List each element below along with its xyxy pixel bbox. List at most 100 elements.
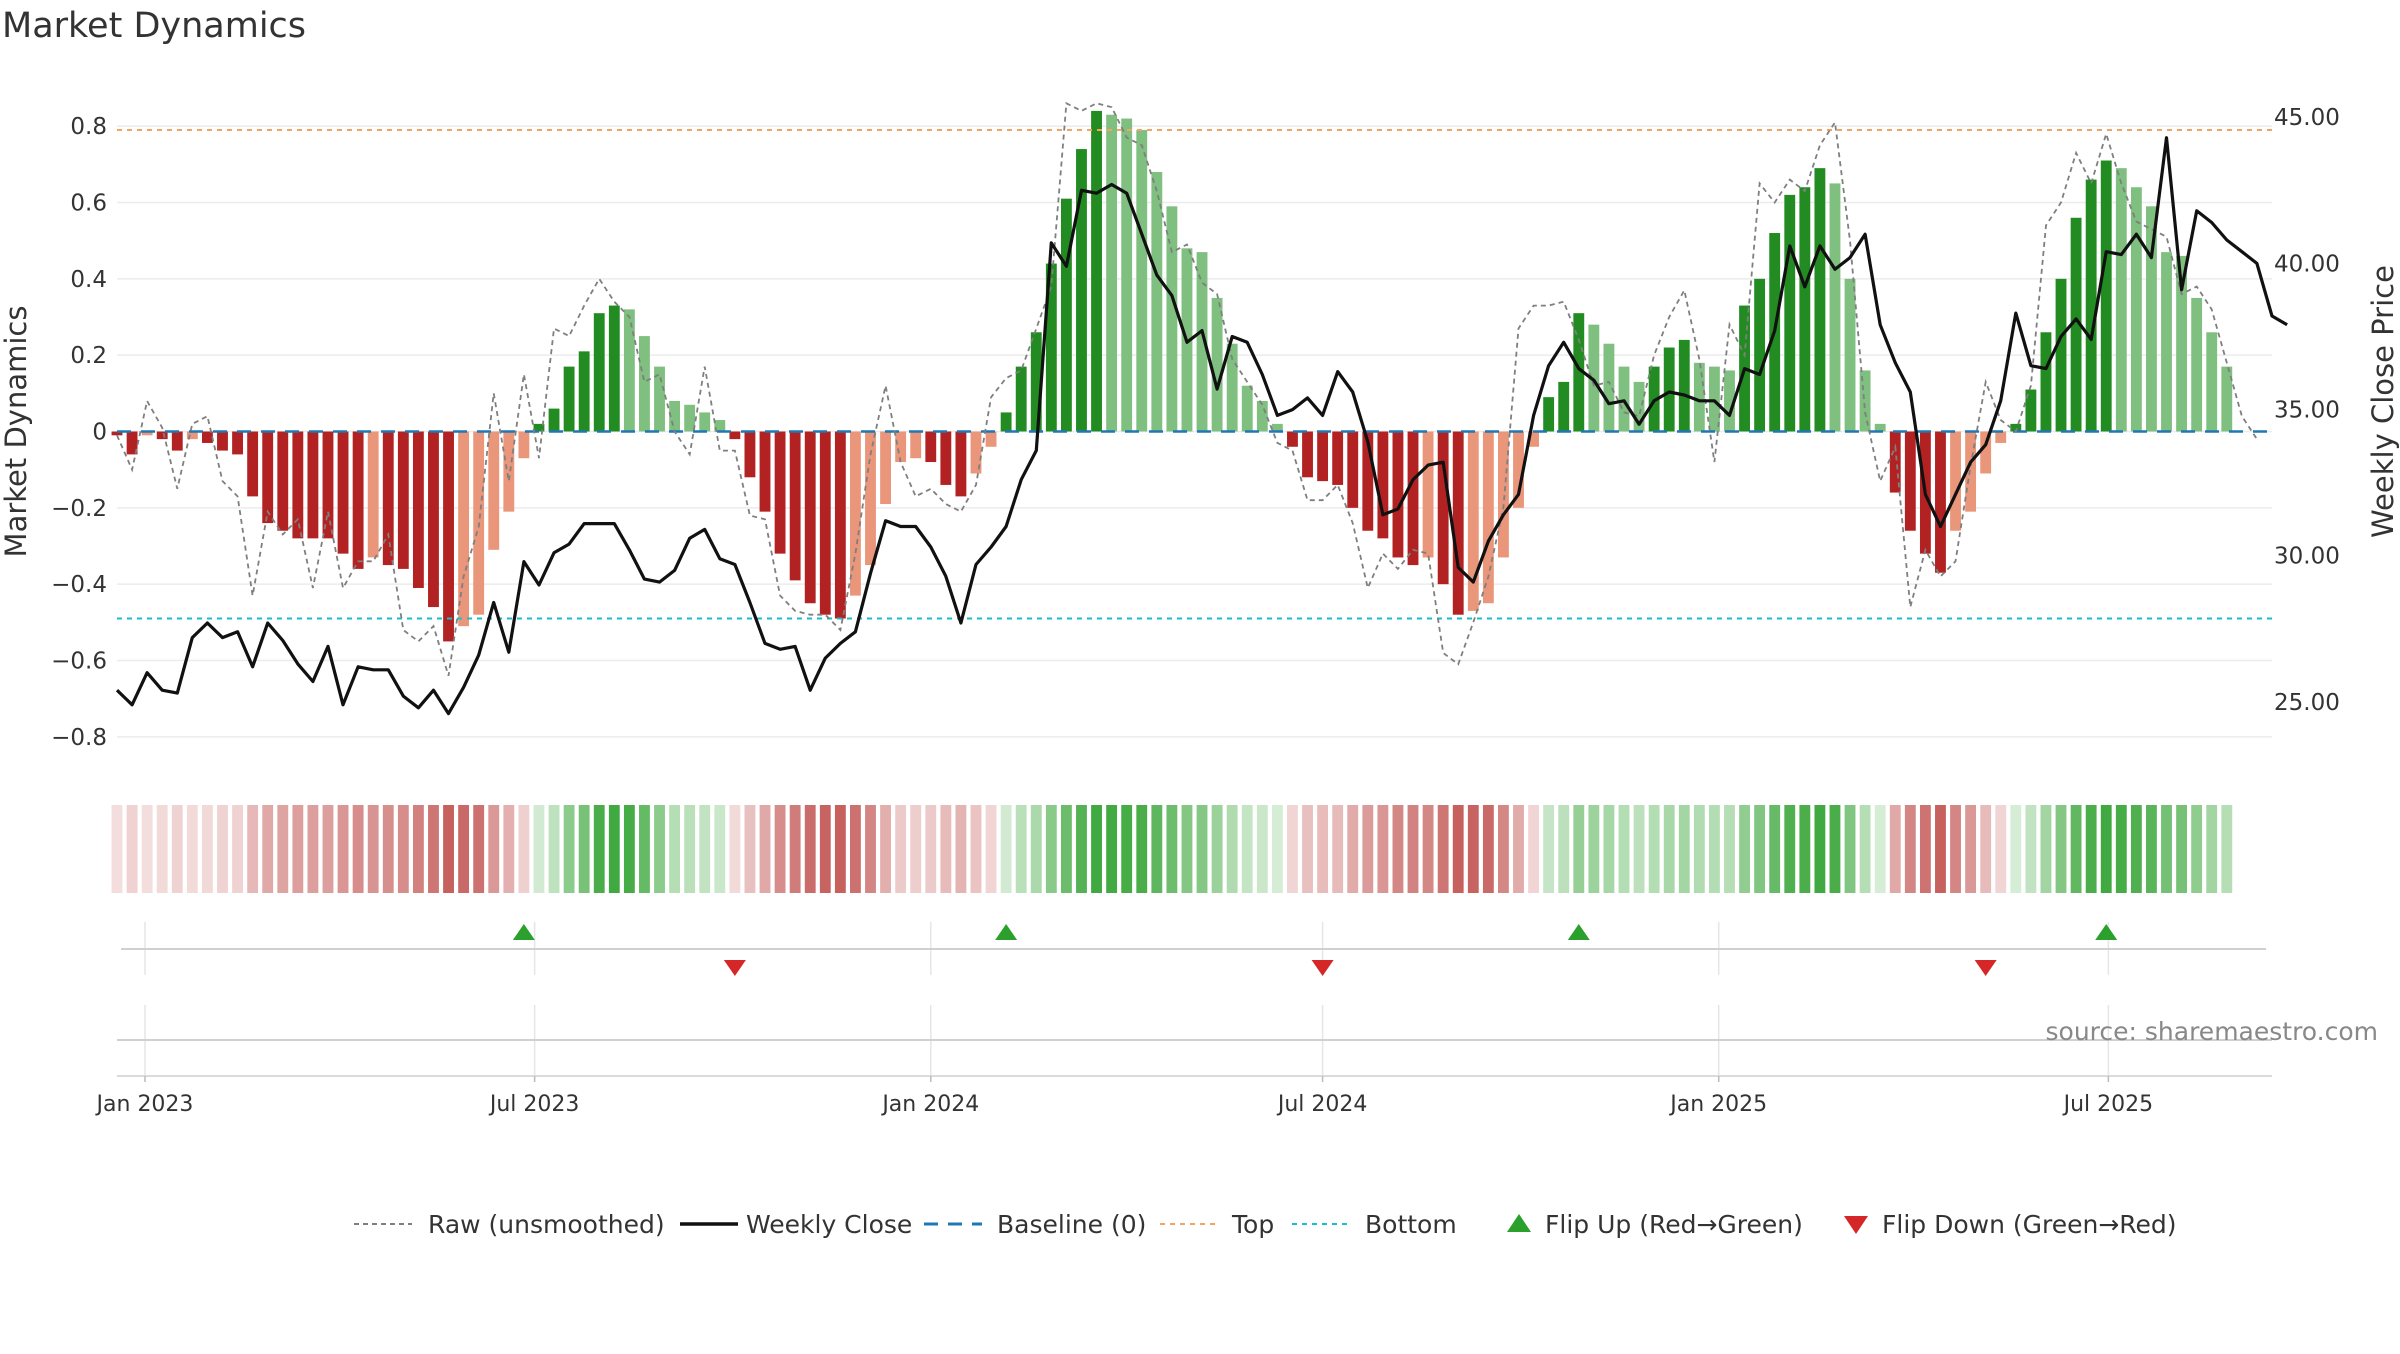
momentum-bar bbox=[2085, 179, 2097, 432]
regime-ribbon-cell bbox=[262, 805, 274, 893]
momentum-bar bbox=[1935, 431, 1946, 573]
regime-ribbon-cell bbox=[1317, 805, 1329, 893]
regime-ribbon-cell bbox=[1724, 805, 1735, 893]
momentum-bar bbox=[985, 431, 997, 447]
x-tick-label: Jan 2024 bbox=[880, 1092, 979, 1117]
momentum-bar bbox=[488, 431, 500, 550]
regime-ribbon-cell bbox=[699, 805, 711, 893]
momentum-bar bbox=[337, 431, 349, 554]
momentum-bar bbox=[1347, 431, 1359, 508]
y-tick-label: −0.8 bbox=[51, 725, 107, 751]
regime-ribbon-cell bbox=[623, 805, 635, 893]
regime-ribbon-cell bbox=[322, 805, 334, 893]
regime-ribbon-cell bbox=[1498, 805, 1509, 893]
regime-ribbon-cell bbox=[895, 805, 907, 893]
momentum-bar bbox=[1452, 431, 1464, 615]
regime-ribbon-cell bbox=[443, 805, 454, 893]
regime-ribbon-cell bbox=[1708, 805, 1720, 893]
momentum-bar bbox=[759, 431, 771, 512]
chart-title: Market Dynamics bbox=[2, 6, 307, 46]
momentum-bar bbox=[1136, 129, 1148, 432]
momentum-bar bbox=[2100, 160, 2112, 432]
momentum-bar bbox=[397, 431, 409, 569]
regime-ribbon-cell bbox=[156, 805, 168, 893]
regime-ribbon-cell bbox=[292, 805, 304, 893]
momentum-bar bbox=[126, 431, 138, 455]
regime-ribbon-cell bbox=[940, 805, 952, 893]
regime-ribbon-cell bbox=[1663, 805, 1675, 893]
regime-ribbon-cell bbox=[910, 805, 922, 893]
momentum-bar bbox=[578, 351, 590, 432]
momentum-bar bbox=[367, 431, 379, 558]
y-tick-label: 0 bbox=[92, 420, 107, 446]
momentum-bar bbox=[699, 412, 711, 432]
momentum-bar bbox=[247, 431, 259, 497]
regime-ribbon-cell bbox=[2100, 805, 2112, 893]
momentum-bar bbox=[1166, 206, 1178, 432]
regime-ribbon-cell bbox=[518, 805, 530, 893]
momentum-bar bbox=[669, 400, 681, 432]
momentum-bar bbox=[2191, 297, 2203, 432]
momentum-bar bbox=[1859, 370, 1871, 432]
momentum-bar bbox=[1256, 400, 1268, 432]
momentum-bar bbox=[307, 431, 319, 539]
momentum-bar bbox=[654, 366, 665, 432]
momentum-bar bbox=[533, 423, 545, 432]
momentum-bar bbox=[1965, 431, 1977, 512]
regime-ribbon-cell bbox=[1739, 805, 1750, 893]
regime-ribbon-cell bbox=[578, 805, 590, 893]
regime-ribbon-cell bbox=[1377, 805, 1389, 893]
regime-ribbon-cell bbox=[1121, 805, 1133, 893]
momentum-bar bbox=[1724, 370, 1735, 432]
momentum-bar bbox=[156, 431, 168, 440]
momentum-bar bbox=[141, 431, 153, 436]
momentum-bar bbox=[1121, 118, 1133, 432]
momentum-bar bbox=[1618, 366, 1630, 432]
regime-ribbon-cell bbox=[126, 805, 138, 893]
momentum-bar bbox=[1196, 252, 1208, 432]
flip-down-marker bbox=[723, 960, 746, 976]
regime-ribbon-cell bbox=[1513, 805, 1524, 893]
momentum-bar bbox=[2176, 255, 2188, 432]
regime-ribbon-cell bbox=[1407, 805, 1419, 893]
regime-ribbon-cell bbox=[684, 805, 696, 893]
momentum-bar bbox=[1814, 168, 1826, 432]
y-tick-label: 0.4 bbox=[70, 267, 107, 293]
regime-ribbon-cell bbox=[2055, 805, 2067, 893]
x-tick-label: Jan 2025 bbox=[1668, 1092, 1767, 1117]
momentum-bar bbox=[171, 431, 183, 451]
momentum-bar bbox=[1392, 431, 1404, 558]
momentum-bar bbox=[1482, 431, 1494, 604]
momentum-bar bbox=[322, 431, 334, 539]
momentum-bar bbox=[262, 431, 274, 524]
momentum-bar bbox=[1271, 423, 1283, 432]
regime-ribbon-cell bbox=[2115, 805, 2127, 893]
source-label: source: sharemaestro.com bbox=[2046, 1017, 2379, 1046]
momentum-bar bbox=[850, 431, 861, 596]
regime-ribbon-cell bbox=[337, 805, 349, 893]
momentum-bar bbox=[1060, 198, 1072, 432]
regime-ribbon-cell bbox=[201, 805, 213, 893]
y-axis-title: Market Dynamics bbox=[0, 306, 33, 558]
momentum-bar bbox=[1000, 412, 1012, 432]
momentum-bar bbox=[714, 420, 726, 432]
regime-ribbon-cell bbox=[654, 805, 665, 893]
regime-ribbon-cell bbox=[1151, 805, 1163, 893]
y-tick-label: 0.6 bbox=[70, 191, 107, 217]
momentum-bar bbox=[1678, 339, 1690, 432]
regime-ribbon-cell bbox=[1678, 805, 1690, 893]
momentum-bar bbox=[834, 431, 846, 619]
momentum-bar bbox=[443, 431, 454, 642]
regime-ribbon-cell bbox=[1332, 805, 1344, 893]
legend-label: Bottom bbox=[1365, 1210, 1457, 1239]
flip-up-marker bbox=[512, 924, 535, 940]
flip-up-marker bbox=[1567, 924, 1590, 940]
regime-ribbon-cell bbox=[1166, 805, 1178, 893]
momentum-bar bbox=[2025, 389, 2037, 432]
regime-ribbon-cell bbox=[1648, 805, 1660, 893]
momentum-bar bbox=[2010, 423, 2022, 432]
regime-ribbon-cell bbox=[1558, 805, 1570, 893]
regime-ribbon-cell bbox=[2025, 805, 2037, 893]
regime-ribbon-cell bbox=[1769, 805, 1781, 893]
regime-ribbon-cell bbox=[1693, 805, 1705, 893]
